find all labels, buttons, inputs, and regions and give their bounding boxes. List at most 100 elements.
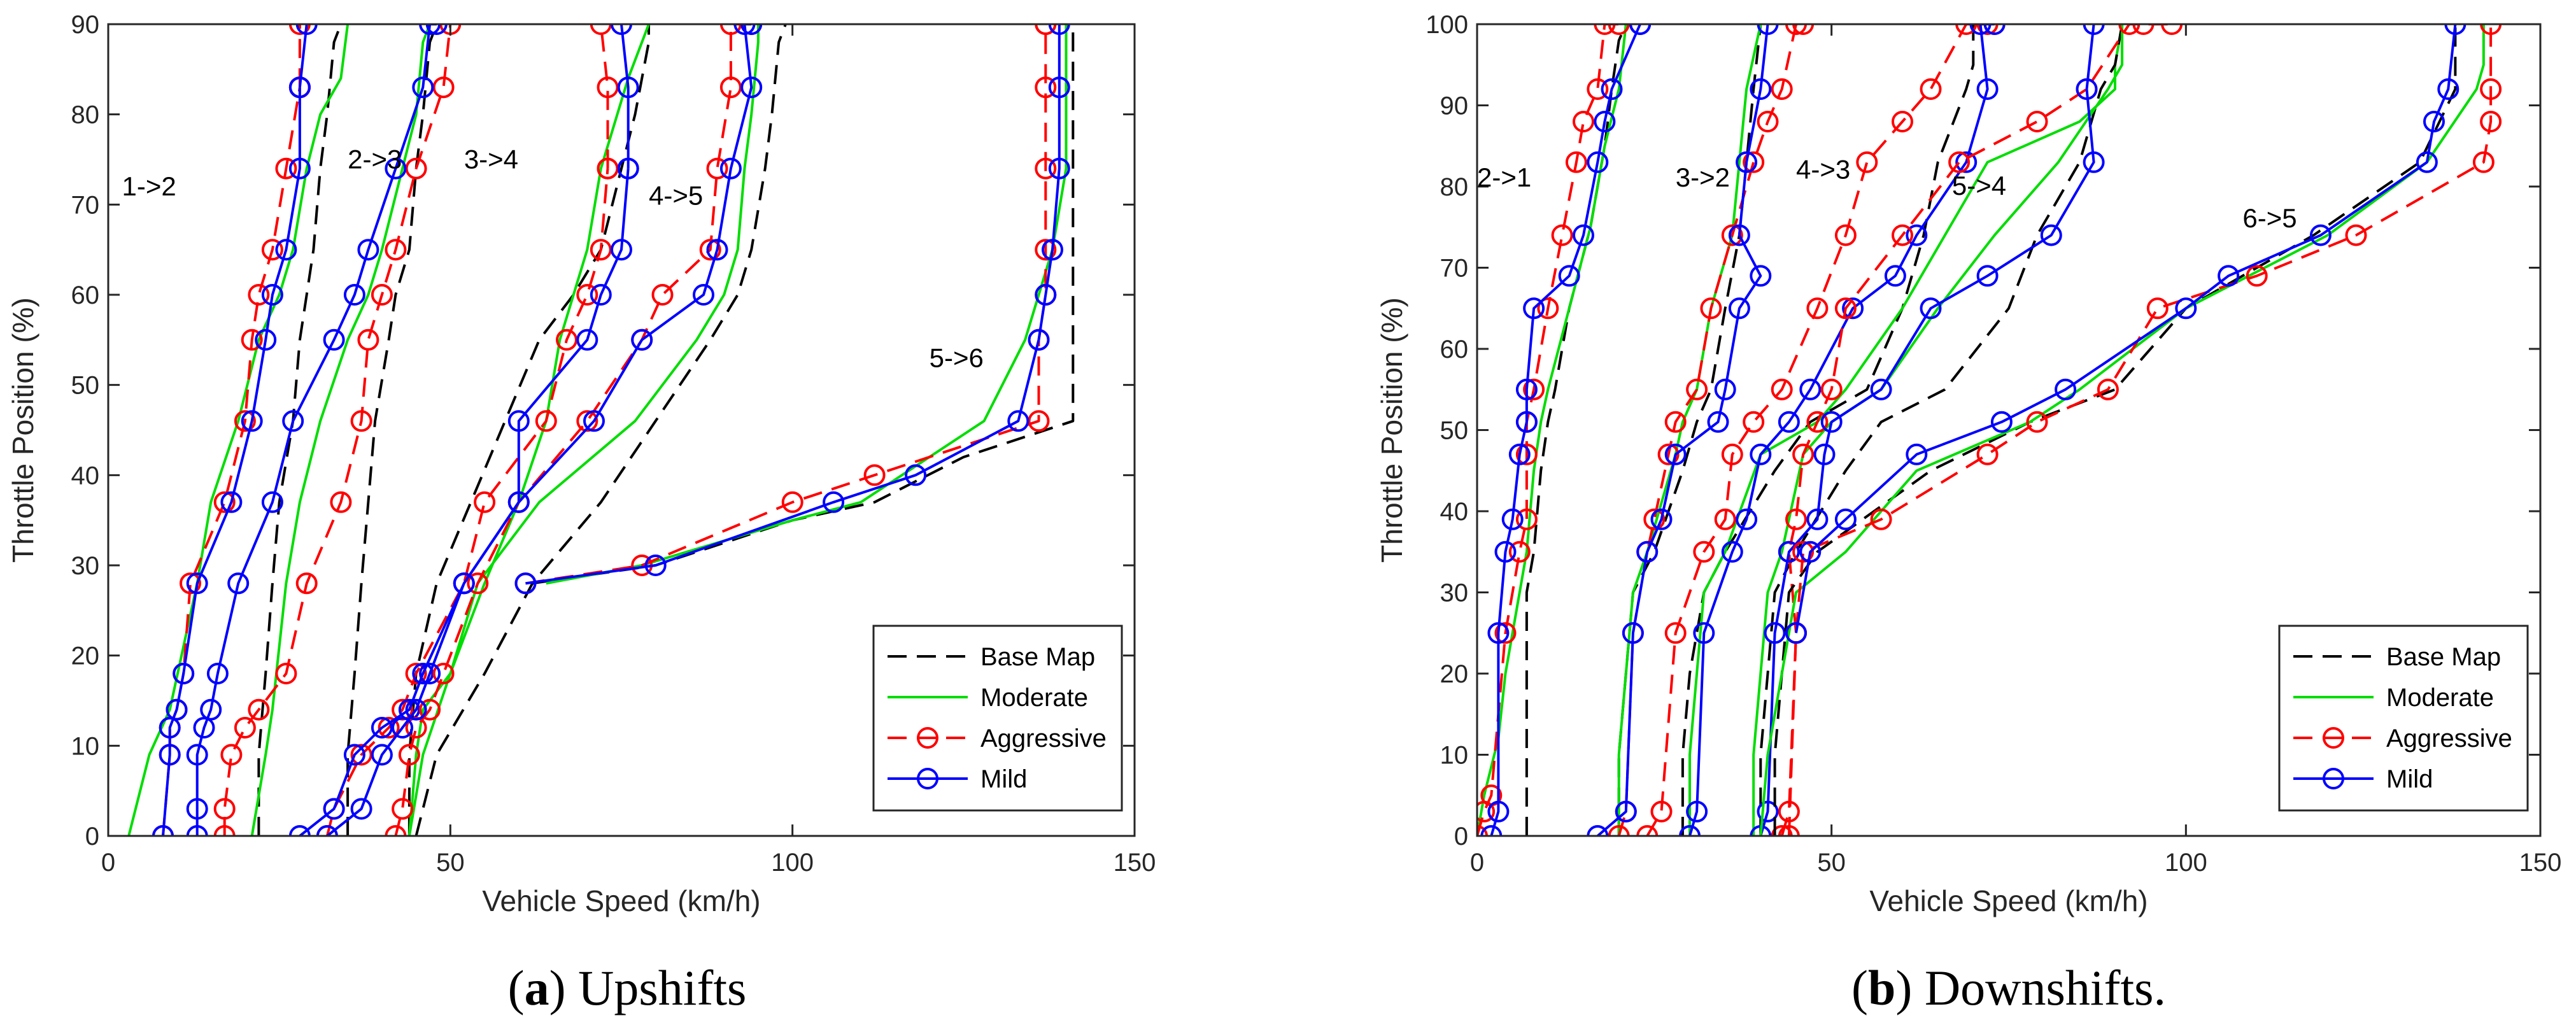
chart1-series-aggressive-4-3-line — [1646, 24, 1995, 836]
chart1-mild-marker — [2444, 24, 2466, 35]
chart1-series-aggressive-5-4-line — [1780, 24, 2172, 836]
chart0-aggressive-marker — [576, 410, 598, 432]
chart1-mild-marker — [1969, 24, 1992, 35]
chart0-aggressive-marker — [385, 825, 407, 836]
chart0-mild-marker — [166, 698, 188, 721]
chart0-aggressive-marker — [419, 698, 441, 721]
chart1-xtick-label: 100 — [2165, 849, 2207, 877]
chart1-aggressive-marker — [2480, 111, 2502, 132]
chart1-ytick-label: 70 — [1440, 255, 1469, 283]
chart1-aggressive-marker — [2118, 24, 2141, 35]
chart1-ytick-label: 40 — [1440, 498, 1469, 526]
chart1-aggressive-marker — [1573, 111, 1594, 132]
chart0-aggressive-marker — [1035, 157, 1057, 180]
chart0-mild-marker — [350, 798, 372, 820]
chart1-mild-marker — [1558, 265, 1580, 287]
chart0-series-base-map-5-6-line — [532, 24, 1075, 585]
chart1-x-axis-label: Vehicle Speed (km/h) — [1869, 884, 2148, 917]
chart1-mild-marker — [2309, 224, 2332, 246]
chart1-series-group — [1477, 24, 2502, 836]
chart0-aggressive-marker — [535, 410, 557, 432]
chart1-aggressive-marker — [1948, 151, 1971, 173]
chart0-legend-marker-aggressive — [917, 727, 938, 749]
chart0-caption-paren-open: ( — [508, 960, 525, 1015]
chart1-mild-marker — [1820, 411, 1843, 433]
chart1-aggressive-marker — [1721, 224, 1743, 246]
chart0-caption: (a) Upshifts — [508, 960, 747, 1015]
chart0-mild-marker — [316, 825, 338, 836]
chart0-legend-label-moderate: Moderate — [980, 684, 1088, 712]
chart1-mild-marker — [1757, 800, 1779, 823]
chart0-shift-label-1-2: 1->2 — [122, 171, 176, 201]
chart1-mild-marker — [1679, 825, 1701, 836]
chart1-mild-marker — [1870, 378, 1892, 400]
chart0-aggressive-marker — [295, 572, 318, 595]
chart0-mild-marker — [282, 410, 304, 432]
chart0-aggressive-marker — [330, 491, 352, 513]
chart0-mild-marker — [617, 157, 639, 180]
chart1-aggressive-marker — [1664, 411, 1687, 433]
chart1-mild-marker — [1976, 265, 1999, 287]
chart0-series-moderate-4-5-line — [407, 24, 760, 836]
chart0-mild-marker — [507, 410, 530, 432]
chart0-aggressive-marker — [234, 717, 256, 739]
chart1-aggressive-marker — [1778, 825, 1800, 836]
chart0-mild-marker — [1048, 157, 1070, 180]
chart0-mild-marker — [295, 24, 318, 35]
chart1-aggressive-marker — [1587, 78, 1609, 100]
chart1-mild-marker — [1778, 541, 1800, 563]
chart0-mild-marker — [419, 24, 441, 35]
chart0-series-base-map-4-5-line — [414, 24, 787, 836]
chart1-aggressive-marker — [1523, 378, 1545, 400]
chart1-legend-label-moderate: Moderate — [2386, 684, 2494, 712]
chart1-aggressive-marker — [1643, 508, 1666, 530]
chart1-mild-marker — [1799, 378, 1822, 400]
chart1-mild-marker — [1976, 78, 1999, 100]
chart1-mild-marker — [2083, 24, 2105, 35]
chart0-aggressive-marker — [706, 157, 728, 180]
chart0-ytick-label: 70 — [71, 191, 100, 219]
chart1-mild-marker — [1622, 622, 1644, 644]
chart0-aggressive-marker — [576, 284, 598, 306]
chart1-aggressive-marker — [1771, 825, 1793, 836]
chart0-aggressive-marker — [1028, 410, 1050, 432]
chart1-mild-marker — [1707, 411, 1729, 433]
chart0-series-aggressive-3-4-top-line — [599, 24, 609, 169]
chart1-series-base-map-5-4-line — [1759, 24, 2124, 836]
chart0-series-aggressive-3-4-line — [325, 168, 609, 836]
chart0-mild-marker — [419, 663, 441, 684]
chart1-aggressive-marker — [1792, 541, 1815, 563]
chart1-mild-marker — [1515, 411, 1538, 433]
chart0-aggressive-marker — [651, 284, 674, 306]
chart1-mild-marker — [2218, 265, 2240, 287]
chart1-aggressive-marker — [1594, 24, 1616, 35]
chart0-mild-marker — [371, 744, 393, 766]
chart0-mild-marker — [261, 284, 283, 306]
chart0-aggressive-marker — [261, 239, 283, 261]
chart0-mild-marker — [576, 329, 598, 351]
chart1-mild-marker — [1686, 800, 1708, 823]
chart1-mild-marker — [1573, 224, 1594, 246]
chart1-mild-marker — [1714, 378, 1736, 400]
chart1-aggressive-marker — [1636, 825, 1659, 836]
chart0-x-axis-label: Vehicle Speed (km/h) — [482, 884, 760, 917]
chart0-mild-marker — [288, 825, 311, 836]
chart0-shift-label-3-4: 3->4 — [464, 145, 518, 174]
chart1-aggressive-marker — [1714, 508, 1736, 530]
chart0-aggressive-marker — [220, 744, 243, 766]
chart1-series-mild-6-5-line — [1795, 24, 2457, 633]
chart0-aggressive-marker — [288, 24, 311, 35]
chart0-series-mild-5-6-line — [525, 24, 1061, 585]
chart0-aggressive-marker — [275, 157, 297, 180]
chart1-series-moderate-3-2-line — [1617, 24, 1762, 836]
chart0-mild-marker — [343, 744, 365, 766]
chart1-xtick-label: 50 — [1817, 849, 1846, 877]
chart0-series-aggressive-1-2-line — [162, 87, 301, 836]
chart1-mild-marker — [1587, 151, 1609, 173]
chart1-mild-marker — [1990, 411, 2013, 433]
chart0-mild-marker — [385, 157, 407, 180]
chart1-ytick-label: 20 — [1440, 660, 1469, 688]
chart0-mild-marker — [617, 76, 639, 99]
chart0-series-moderate-1-2-line — [127, 24, 350, 836]
chart1-aggressive-marker — [1771, 378, 1793, 400]
